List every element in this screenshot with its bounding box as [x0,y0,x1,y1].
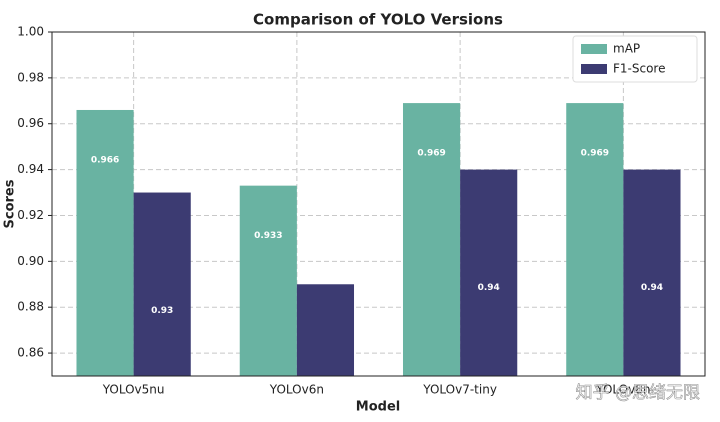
value-label: 0.969 [417,149,445,159]
bar [566,103,624,377]
value-label: 0.94 [478,283,500,293]
x-tick-label: YOLOv6n [269,383,324,397]
y-tick-label: 0.86 [17,346,44,360]
x-tick-label: YOLOv5nu [102,383,165,397]
y-tick-label: 0.90 [17,254,44,268]
bar [623,169,681,376]
y-tick-label: 0.94 [17,162,44,176]
legend-swatch [581,64,607,74]
legend-label: mAP [613,42,640,56]
x-axis-label: Model [356,400,400,415]
bar [239,185,297,376]
value-label: 0.966 [91,155,119,165]
legend: mAP F1-Score [572,35,698,83]
y-tick-label: 0.92 [17,208,44,222]
y-axis-label: Scores [3,179,18,228]
watermark: 知乎 @思绪无限 [576,383,700,403]
bar [296,284,355,376]
legend-label: F1-Score [613,62,665,76]
x-tick-label: YOLOv7-tiny [422,383,497,397]
value-label: 0.94 [641,283,663,293]
bar [460,169,518,376]
bar [402,103,461,377]
chart-title: Comparison of YOLO Versions [253,11,503,29]
value-label: 0.933 [254,231,282,241]
x-tick-label: YOLOv8n [595,383,650,397]
legend-swatch [581,44,607,54]
value-label: 0.969 [581,149,609,159]
y-tick-label: 0.98 [17,70,44,84]
plot-frame [51,31,706,377]
bar [133,192,191,376]
y-tick-label: 0.96 [17,116,44,130]
value-label: 0.93 [151,306,173,316]
y-tick-label: 0.88 [17,300,44,314]
y-tick-label: 1.00 [17,25,44,39]
bar [76,109,134,377]
